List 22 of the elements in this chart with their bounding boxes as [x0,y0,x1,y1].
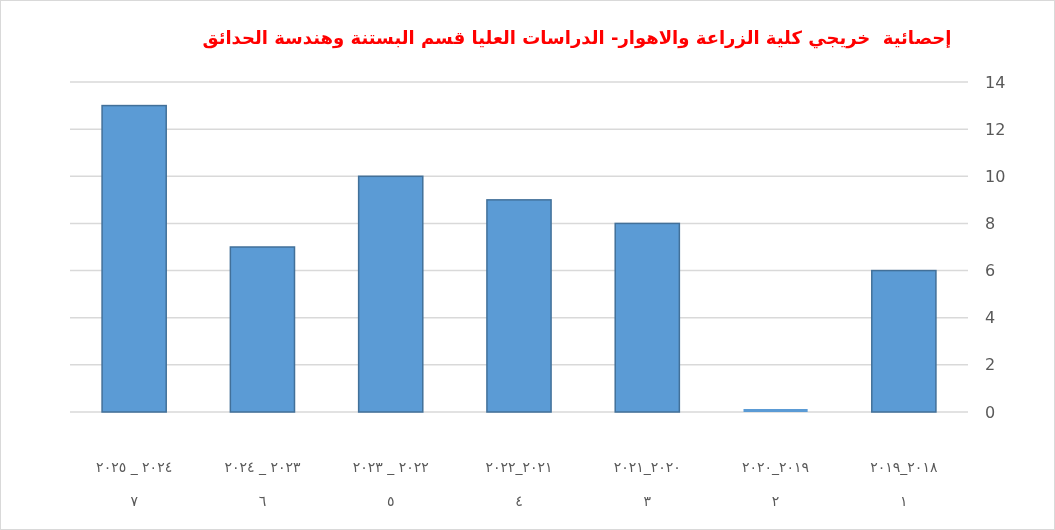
category-label: ٢٠١٨_٢٠١٩ ١ [870,459,938,509]
y-tick-label: 4 [985,308,996,328]
y-tick-label: 14 [985,72,1006,92]
category-label: ٢٠٢٢ _ ٢٠٢٣ ٥ [352,459,429,509]
bar [229,246,296,413]
category-label: ٢٠٢٠_٢٠٢١ ٣ [613,459,681,509]
y-tick-label: 2 [985,355,996,375]
bar [871,269,937,413]
bar [101,104,167,413]
y-tick-label: 6 [985,261,996,281]
y-tick-label: 8 [985,213,996,233]
category-label: ٢٠٢٣ _ ٢٠٢٤ ٦ [224,459,301,509]
y-tick-label: 12 [985,119,1006,139]
category-label: ٢٠٢١_٢٠٢٢ ٤ [485,459,553,509]
bar [486,199,552,413]
y-tick-label: 10 [985,166,1006,186]
bar [357,175,424,413]
category-label: ٢٠٢٤ _ ٢٠٢٥ ٧ [96,459,173,509]
category-label: ٢٠١٩_٢٠٢٠ ٢ [741,459,810,509]
y-tick-label: 0 [985,402,996,422]
chart-title: إحصائية خريجي كلية الزراعة والاهوار- الدراسات العليا قسم البستنة وهندسة الحدائق [202,26,952,49]
bar [614,222,681,413]
